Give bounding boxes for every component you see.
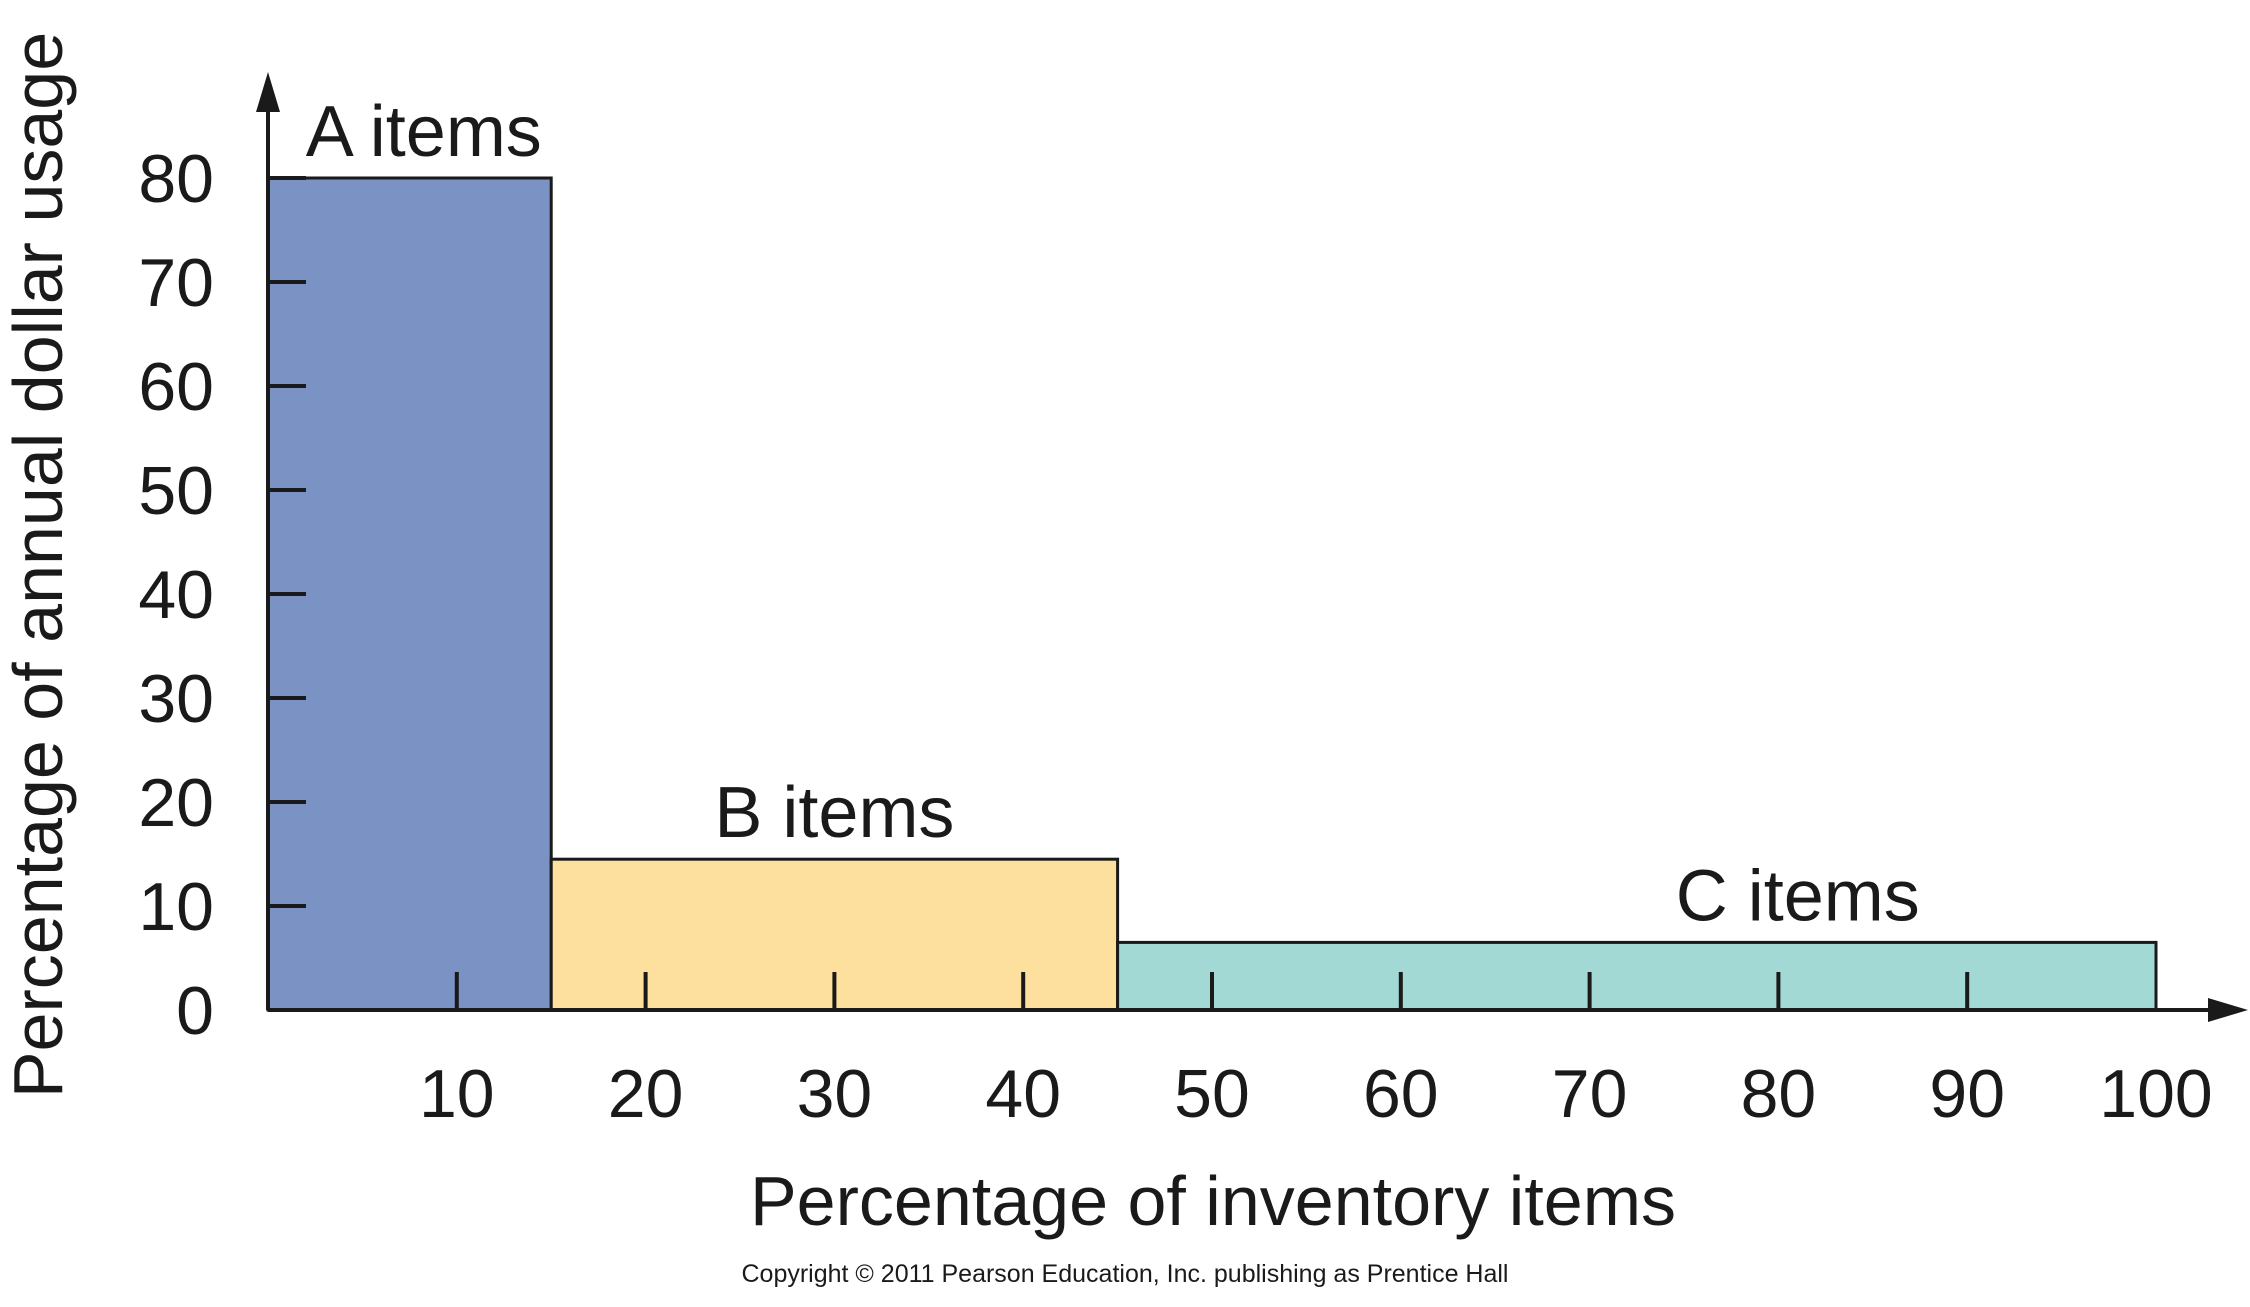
y-tick-label: 30	[138, 661, 214, 737]
y-tick-label: 40	[138, 557, 214, 633]
y-tick-label: 60	[138, 349, 214, 425]
region-label-c-items: C items	[1676, 856, 1920, 936]
y-tick-label: 10	[138, 869, 214, 945]
x-tick-label: 20	[608, 1056, 684, 1132]
labels-layer: A items B items C items 0 10 20 30 40 50 60 70 80 10…	[138, 92, 2212, 1132]
x-tick-label: 100	[2099, 1056, 2212, 1132]
x-tick-label: 50	[1174, 1056, 1250, 1132]
x-tick-label: 30	[797, 1056, 873, 1132]
y-axis-arrowhead	[256, 72, 280, 112]
x-tick-label: 80	[1741, 1056, 1817, 1132]
y-tick-label: 20	[138, 765, 214, 841]
x-tick-label: 90	[1929, 1056, 2005, 1132]
region-label-b-items: B items	[714, 773, 954, 853]
x-axis-arrowhead	[2208, 998, 2248, 1022]
bar-a-items	[266, 176, 553, 1012]
x-axis-title: Percentage of inventory items	[750, 1162, 1676, 1240]
x-tick-label: 70	[1552, 1056, 1628, 1132]
y-tick-label: 0	[176, 973, 214, 1049]
ticks-layer	[268, 176, 1970, 1010]
x-tick-label: 60	[1363, 1056, 1439, 1132]
y-tick-label: 50	[138, 453, 214, 529]
x-tick-label: 40	[985, 1056, 1061, 1132]
y-tick-label: 80	[138, 141, 214, 217]
copyright-text: Copyright © 2011 Pearson Education, Inc.…	[741, 1260, 1508, 1288]
y-axis-title: Percentage of annual dollar usage	[0, 32, 77, 1098]
x-tick-label: 10	[419, 1056, 495, 1132]
region-label-a-items: A items	[306, 92, 542, 172]
axes-layer	[256, 72, 2248, 1022]
bar-c-items	[1116, 940, 2158, 1012]
y-tick-label: 70	[138, 245, 214, 321]
